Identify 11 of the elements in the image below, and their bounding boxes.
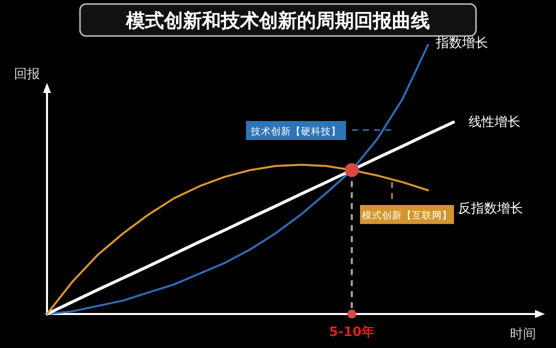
series-label: 线性增长 xyxy=(468,115,520,130)
x-axis-title: 时间 xyxy=(510,327,536,342)
annotation: 技术创新【硬科技】 xyxy=(246,121,392,140)
annotation: 技术创新【硬科技】 xyxy=(250,126,341,138)
y-axis-title: 回报 xyxy=(14,67,40,82)
text: 5-10年 xyxy=(329,325,375,340)
annotation: 模式创新【互联网】 xyxy=(360,182,454,224)
series-label: 指数增长 xyxy=(435,36,488,51)
annotation: 模式创新【互联网】 xyxy=(362,210,452,222)
text: 反指数增长 xyxy=(458,201,523,216)
chart-title: 模式创新和技术创新的周期回报曲线 xyxy=(125,10,430,32)
